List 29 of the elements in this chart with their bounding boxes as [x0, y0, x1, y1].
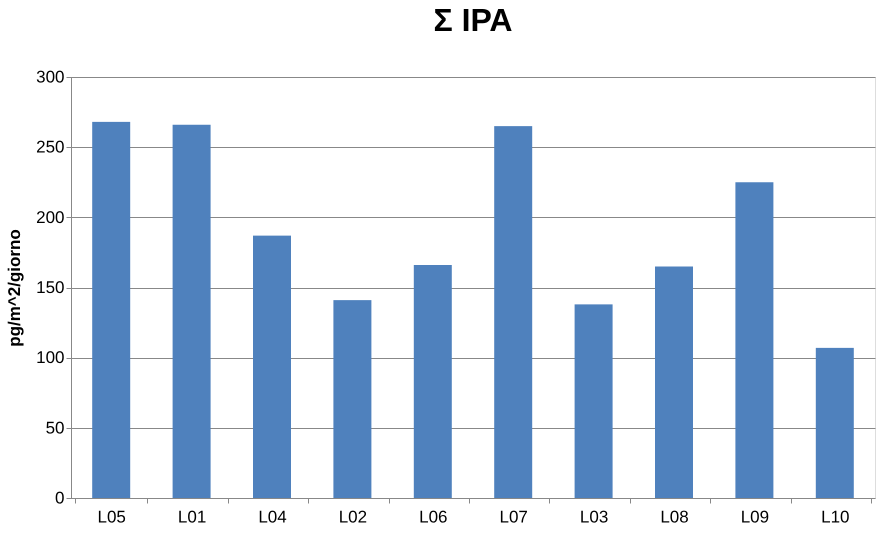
x-tick-label: L05 [98, 508, 126, 526]
y-tick-label: 250 [36, 138, 64, 157]
x-tick-label: L03 [580, 508, 608, 526]
x-tick-label: L01 [178, 508, 206, 526]
x-tick-label: L02 [338, 508, 368, 526]
bar [655, 266, 693, 498]
bar [735, 182, 774, 498]
x-tick-label: L10 [821, 508, 850, 526]
x-tick-label: L06 [419, 508, 448, 526]
y-tick-label: 50 [46, 418, 64, 438]
bar [92, 122, 130, 498]
y-tick-label: 0 [55, 488, 64, 508]
bar [574, 304, 613, 498]
bar [172, 124, 211, 498]
y-axis-title: pg/m^2/giorno [5, 229, 24, 347]
y-tick-label: 100 [36, 348, 64, 368]
y-tick-label: 200 [36, 208, 64, 227]
x-tick-label: L07 [500, 508, 528, 526]
bar [816, 348, 854, 498]
bar [414, 265, 452, 498]
y-tick-label: 300 [36, 68, 64, 86]
bar [253, 236, 291, 498]
bar [333, 300, 372, 498]
x-tick-label: L08 [660, 508, 689, 526]
x-tick-label: L09 [740, 508, 770, 526]
bar [494, 126, 532, 498]
y-tick-label: 150 [36, 278, 64, 297]
x-tick-label: L04 [258, 508, 287, 526]
chart-title: Σ IPA [433, 2, 513, 38]
